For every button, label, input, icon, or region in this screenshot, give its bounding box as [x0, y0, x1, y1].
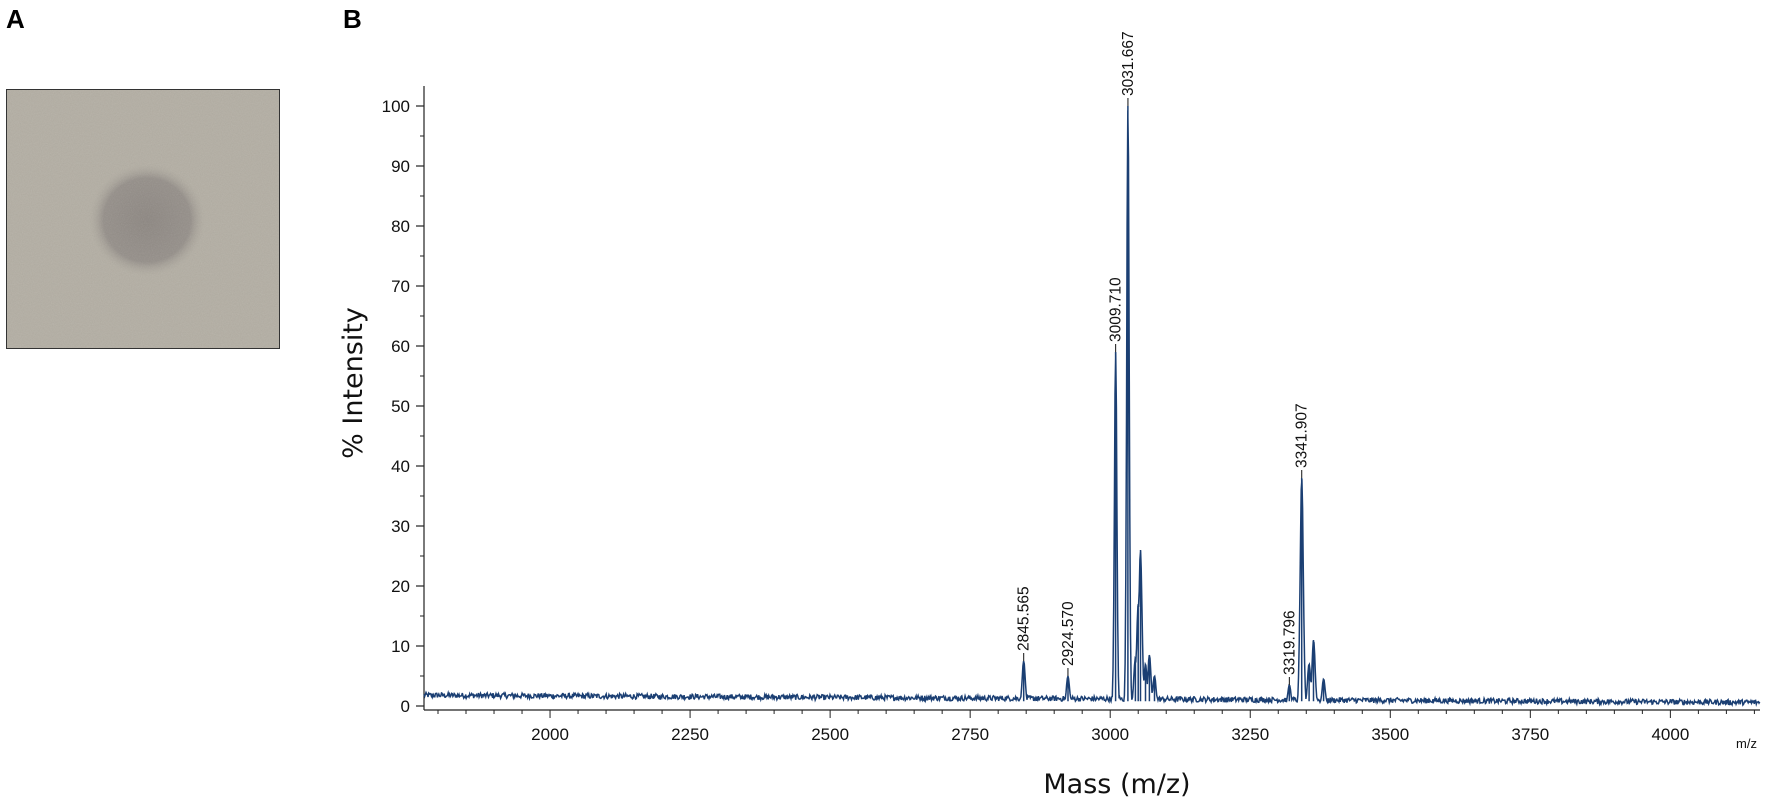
y-axis-title: % Intensity: [338, 307, 369, 459]
y-tick-label: 20: [391, 577, 410, 596]
panel-a-label: A: [6, 4, 25, 34]
x-axis-unit: m/z: [1736, 736, 1757, 751]
peak-label-group: 3009.710: [1108, 277, 1125, 352]
x-axis: 2000 2250 2500 2750 3000 3250 3500 3750 4000: [424, 709, 1760, 744]
y-tick-label: 90: [391, 157, 410, 176]
peak-label: 3341.907: [1294, 403, 1311, 468]
sample-spot-image: [7, 90, 279, 348]
x-tick-label: 4000: [1651, 725, 1689, 744]
x-axis-title: Mass (m/z): [1043, 769, 1190, 800]
x-tick-label: 2250: [671, 725, 709, 744]
x-tick-label: 3250: [1231, 725, 1269, 744]
y-tick-label: 10: [391, 637, 410, 656]
x-tick-label: 2750: [951, 725, 989, 744]
peak-label: 2924.570: [1060, 601, 1077, 666]
peak-labels: 2845.565 2924.570 3009.710 3031.667 3319.796…: [1016, 31, 1311, 685]
peak-label-group: 3031.667: [1120, 31, 1137, 106]
y-tick-label: 70: [391, 277, 410, 296]
panel-b-label: B: [343, 4, 362, 34]
peak-label: 3009.710: [1108, 277, 1125, 342]
y-tick-label: 100: [382, 97, 410, 116]
sample-photo: [6, 89, 280, 349]
peak-label-group: 3319.796: [1281, 610, 1298, 685]
peak-label-group: 3341.907: [1294, 403, 1311, 478]
peak-label: 3031.667: [1120, 31, 1137, 96]
spectrum-trace: [423, 106, 1761, 707]
x-tick-label: 3750: [1511, 725, 1549, 744]
y-tick-label: 60: [391, 337, 410, 356]
x-tick-label: 2500: [811, 725, 849, 744]
x-tick-label: 2000: [531, 725, 569, 744]
peak-label: 3319.796: [1281, 610, 1298, 675]
y-tick-label: 50: [391, 397, 410, 416]
y-tick-label: 40: [391, 457, 410, 476]
y-tick-label: 30: [391, 517, 410, 536]
y-tick-label: 0: [401, 697, 410, 716]
peak-label-group: 2845.565: [1016, 586, 1033, 661]
x-tick-label: 3500: [1371, 725, 1409, 744]
peak-label-group: 2924.570: [1060, 601, 1077, 676]
x-tick-label: 3000: [1091, 725, 1129, 744]
y-axis: 0 10 20 30 40 50 60 70 80 90 100: [382, 86, 425, 716]
peak-label: 2845.565: [1016, 586, 1033, 651]
y-tick-label: 80: [391, 217, 410, 236]
